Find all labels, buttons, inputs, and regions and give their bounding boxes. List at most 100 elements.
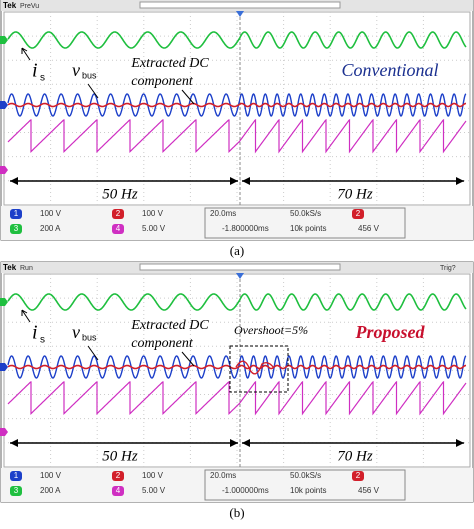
trigger-marker <box>236 273 244 279</box>
overshoot-wave <box>235 360 275 375</box>
interval-label: 50 Hz <box>102 186 138 202</box>
extracted-label: component <box>131 336 194 351</box>
channel-badge <box>112 209 124 219</box>
current-sub: s <box>40 335 45 346</box>
channel-num: 1 <box>14 209 19 218</box>
channel-marker <box>0 428 8 436</box>
channel-badge <box>352 471 364 481</box>
channel-scale: 200 A <box>40 486 61 495</box>
channel-scale: 100 V <box>40 471 62 480</box>
pointer <box>21 309 31 323</box>
channel-num: 4 <box>116 224 121 233</box>
caption: (a) <box>230 243 244 258</box>
interval-label: 70 Hz <box>337 186 373 202</box>
channel-badge <box>10 471 22 481</box>
ramp-wave <box>7 380 467 416</box>
pointer <box>87 345 99 361</box>
arrow-head <box>10 439 18 447</box>
extracted-label: Extracted DC <box>130 56 209 71</box>
channel-badge <box>10 224 22 234</box>
trigger-marker <box>236 11 244 17</box>
points: 10k points <box>290 224 326 233</box>
method-label: Proposed <box>355 322 426 342</box>
arrow-head <box>242 439 250 447</box>
interval-label: 70 Hz <box>337 448 373 464</box>
extracted-label: Extracted DC <box>130 318 209 333</box>
channel-badge <box>10 209 22 219</box>
caption: (b) <box>229 505 244 520</box>
channel-num: 3 <box>14 486 19 495</box>
timebase-box <box>204 469 406 501</box>
voltage-label: v <box>72 60 80 80</box>
overshoot-label: Overshoot=5% <box>234 323 308 337</box>
sample-rate: 50.0kS/s <box>290 209 321 218</box>
voltage-sub: bus <box>82 70 97 80</box>
channel-marker <box>0 36 8 44</box>
arrow-head <box>242 177 250 185</box>
current-label: i <box>32 322 38 344</box>
current-wave <box>7 293 467 311</box>
channel-scale: 100 V <box>142 209 164 218</box>
voltage-wave <box>7 355 467 379</box>
channel-num: 3 <box>14 224 19 233</box>
arrow-head <box>456 439 464 447</box>
arrow-head <box>10 177 18 185</box>
trigger-channel: 2 <box>356 471 361 480</box>
channel-num: 2 <box>116 209 121 218</box>
channel-badge <box>112 486 124 496</box>
delay: -1.000000ms <box>222 486 269 495</box>
current-sub: s <box>40 73 45 84</box>
channel-num: 2 <box>116 471 121 480</box>
channel-badge <box>112 224 124 234</box>
status-bar <box>1 468 473 502</box>
channel-marker <box>0 166 8 174</box>
current-label: i <box>32 60 38 82</box>
status-bar <box>1 206 473 240</box>
brand: Tek <box>3 1 17 10</box>
channel-scale: 100 V <box>40 209 62 218</box>
trigger-level: 456 V <box>358 486 380 495</box>
dc-component <box>7 364 467 370</box>
ramp-wave <box>7 118 467 154</box>
delay: -1.800000ms <box>222 224 269 233</box>
brand: Tek <box>3 263 17 272</box>
voltage-sub: bus <box>82 332 97 342</box>
channel-marker <box>0 298 8 306</box>
channel-num: 1 <box>14 471 19 480</box>
method-label: Conventional <box>342 60 439 80</box>
trigger-channel: 2 <box>356 209 361 218</box>
scope-panel: Tek Run Trig? 50 Hz 70 Hz i s v bus Extracted DC c… <box>0 261 474 520</box>
timebase-box <box>204 207 406 239</box>
record-bar <box>139 263 341 271</box>
interval-label: 50 Hz <box>102 448 138 464</box>
arrow-head <box>230 177 238 185</box>
acq-status: PreVu <box>20 3 39 10</box>
voltage-label: v <box>72 322 80 342</box>
dc-component <box>7 102 467 108</box>
pointer <box>87 83 99 99</box>
points: 10k points <box>290 486 326 495</box>
scope-panel: Tek PreVu 50 Hz 70 Hz i s v bus Extracted DC comp… <box>0 0 474 258</box>
trigger-status: Trig? <box>440 265 456 272</box>
timebase: 20.0ms <box>210 471 236 480</box>
channel-badge <box>352 209 364 219</box>
pointer <box>181 89 195 105</box>
extracted-label: component <box>131 74 194 89</box>
channel-badge <box>10 486 22 496</box>
channel-marker <box>0 363 8 371</box>
channel-marker <box>0 101 8 109</box>
channel-num: 4 <box>116 486 121 495</box>
pointer <box>181 351 195 367</box>
arrow-head <box>456 177 464 185</box>
channel-scale: 200 A <box>40 224 61 233</box>
channel-badge <box>112 471 124 481</box>
acq-status: Run <box>20 265 33 272</box>
pointer <box>21 47 31 61</box>
channel-scale: 5.00 V <box>142 486 166 495</box>
arrow-head <box>230 439 238 447</box>
voltage-wave <box>7 93 467 117</box>
channel-scale: 100 V <box>142 471 164 480</box>
timebase: 20.0ms <box>210 209 236 218</box>
overshoot-box <box>229 345 289 393</box>
